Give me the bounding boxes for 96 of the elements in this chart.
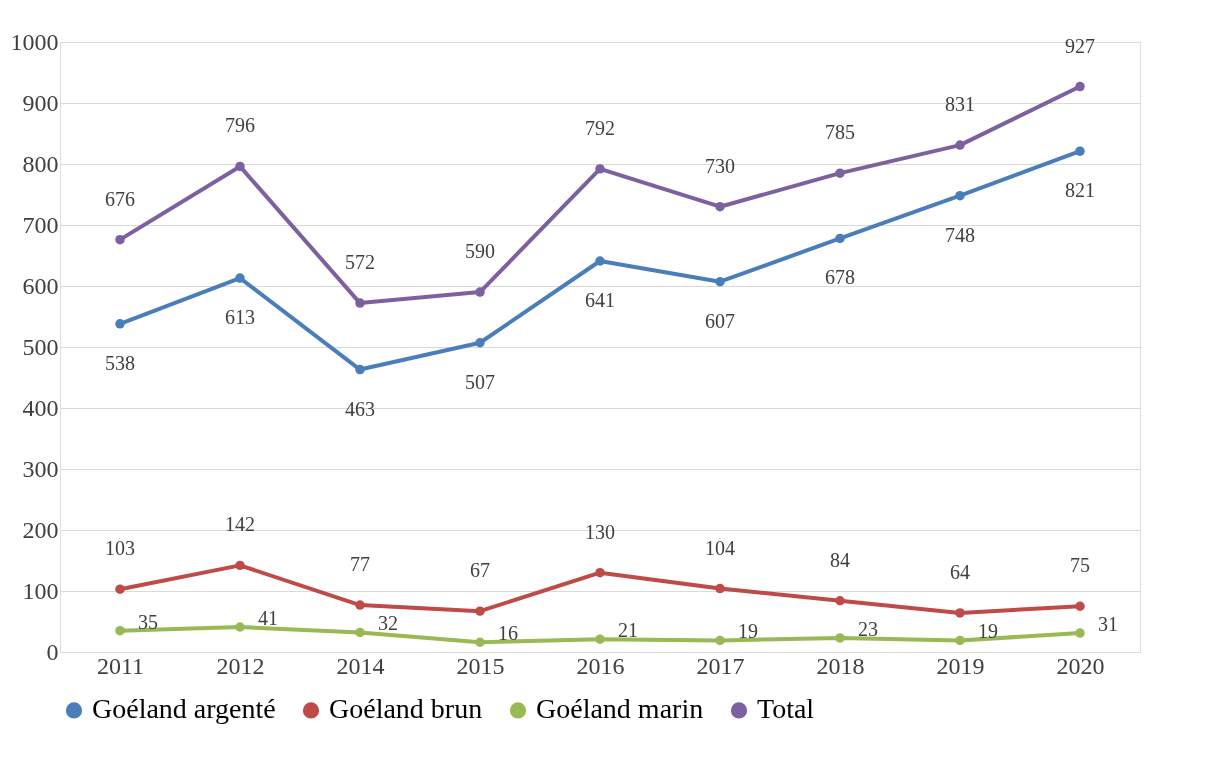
point	[115, 625, 125, 636]
data-label: 104	[705, 536, 735, 559]
data-label: 590	[465, 240, 495, 263]
point	[595, 256, 605, 266]
point	[715, 277, 725, 287]
x-tick-label: 2017	[696, 652, 745, 679]
point	[835, 596, 845, 606]
x-tick-label: 2015	[456, 652, 505, 679]
point	[235, 273, 245, 283]
data-label: 927	[1065, 34, 1095, 57]
data-label: 821	[1065, 179, 1095, 202]
x-tick-label: 2014	[336, 652, 385, 679]
point	[355, 627, 365, 638]
point	[715, 201, 725, 212]
y-tick-label: 400	[22, 394, 59, 421]
point	[355, 600, 365, 610]
point	[835, 168, 845, 178]
point	[355, 298, 365, 308]
data-label: 77	[350, 553, 370, 576]
data-label: 796	[225, 114, 255, 137]
y-tick-label: 0	[46, 638, 59, 665]
y-tick-label: 700	[22, 211, 59, 238]
data-label: 21	[618, 619, 638, 642]
point	[355, 364, 365, 375]
point	[475, 338, 485, 348]
data-label: 538	[105, 351, 135, 374]
point	[835, 233, 845, 244]
data-label: 19	[978, 620, 998, 643]
data-label: 748	[945, 223, 975, 246]
data-label: 32	[378, 612, 398, 635]
data-label: 730	[705, 154, 735, 177]
point	[1075, 146, 1085, 156]
x-tick-label: 2018	[816, 652, 865, 679]
y-tick-label: 1000	[10, 28, 59, 55]
data-label: 67	[470, 559, 490, 582]
data-label: 785	[825, 121, 855, 144]
data-label: 641	[585, 288, 615, 311]
data-label: 831	[945, 93, 975, 116]
y-tick-label: 900	[22, 89, 59, 116]
point	[595, 634, 605, 644]
x-tick-label: 2012	[216, 652, 265, 679]
y-tick-label: 300	[22, 455, 59, 482]
data-label: 142	[225, 513, 255, 536]
point	[475, 606, 485, 616]
point	[115, 234, 125, 245]
point	[1075, 601, 1085, 611]
point	[235, 560, 245, 571]
data-label: 678	[825, 266, 855, 289]
data-label: 35	[138, 610, 158, 633]
data-label: 84	[830, 548, 850, 571]
y-tick-label: 200	[22, 516, 59, 543]
x-tick-label: 2020	[1056, 652, 1105, 679]
y-tick-label: 800	[22, 150, 59, 177]
data-label: 572	[345, 251, 375, 274]
data-label: 613	[225, 306, 255, 329]
data-label: 31	[1098, 613, 1118, 636]
data-label: 19	[738, 620, 758, 643]
data-label: 16	[498, 622, 518, 645]
point	[595, 567, 605, 578]
point	[235, 622, 245, 632]
x-tick-label: 2019	[936, 652, 985, 679]
y-tick-label: 100	[22, 577, 59, 604]
point	[235, 161, 245, 172]
point	[115, 319, 125, 329]
legend-label: Total	[757, 693, 815, 725]
legend-label: Goéland brun	[329, 693, 483, 725]
y-tick-label: 500	[22, 333, 59, 360]
point	[1075, 81, 1085, 92]
x-tick-label: 2011	[96, 652, 145, 679]
legend-label: Goéland argenté	[92, 693, 276, 725]
data-label: 792	[585, 116, 615, 139]
data-label: 607	[705, 309, 735, 332]
data-label: 507	[465, 370, 495, 393]
data-label: 64	[950, 560, 970, 583]
point	[475, 287, 485, 297]
point	[955, 635, 965, 646]
point	[955, 608, 965, 618]
data-label: 130	[585, 520, 615, 543]
x-tick-label: 2016	[576, 652, 625, 679]
point	[715, 635, 725, 646]
y-tick-label: 600	[22, 272, 59, 299]
point	[595, 164, 605, 174]
point	[115, 584, 125, 594]
point	[955, 140, 965, 150]
point	[475, 637, 485, 647]
point	[955, 190, 965, 201]
data-label: 41	[258, 606, 278, 629]
data-label: 23	[858, 617, 878, 640]
point	[835, 633, 845, 643]
data-label: 75	[1070, 554, 1090, 577]
legend-label: Goéland marin	[536, 693, 704, 725]
data-label: 463	[345, 397, 375, 420]
data-label: 103	[105, 537, 135, 560]
data-label: 676	[105, 187, 135, 210]
point	[1075, 628, 1085, 638]
point	[715, 583, 725, 594]
